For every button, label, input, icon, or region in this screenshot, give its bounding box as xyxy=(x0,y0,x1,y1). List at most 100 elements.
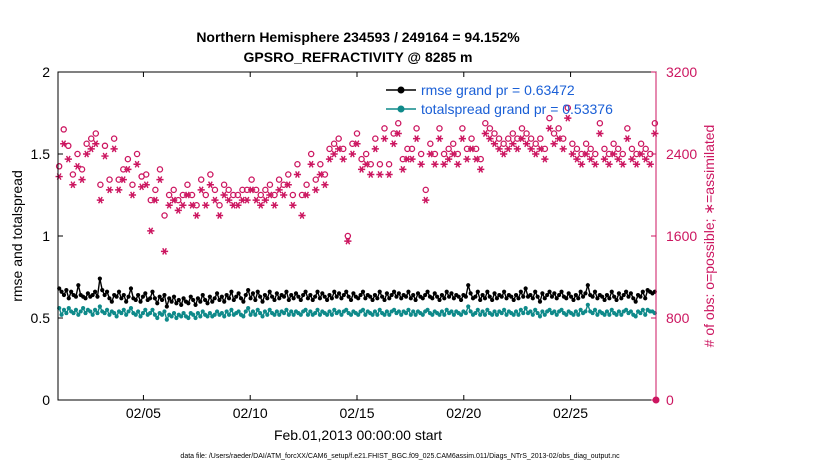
possible-obs-point xyxy=(573,145,581,153)
assimilated-obs-point xyxy=(73,162,82,170)
data-point xyxy=(83,310,88,316)
chart-title-line1: Northern Hemisphere 234593 / 249164 = 94… xyxy=(196,29,520,45)
data-point xyxy=(363,296,368,301)
data-point xyxy=(92,289,98,294)
data-point xyxy=(492,291,497,296)
data-point xyxy=(640,307,645,312)
data-point xyxy=(619,296,624,301)
data-point xyxy=(308,309,313,314)
data-point xyxy=(59,289,64,294)
data-point xyxy=(291,296,296,301)
assimilated-obs-point xyxy=(417,160,425,168)
data-point xyxy=(590,294,595,299)
data-point xyxy=(430,312,435,317)
data-point xyxy=(186,301,191,306)
data-point xyxy=(250,291,256,296)
possible-obs-point xyxy=(582,140,590,147)
assimilated-obs-point xyxy=(289,201,297,209)
data-point xyxy=(162,292,167,298)
data-point xyxy=(109,299,114,304)
data-point xyxy=(360,289,366,294)
data-point xyxy=(348,297,354,303)
possible-obs-point xyxy=(495,135,503,142)
series-line xyxy=(58,278,656,307)
data-point xyxy=(468,291,473,296)
assimilated-obs-point xyxy=(339,155,347,163)
legend-spread-marker xyxy=(397,105,405,113)
series-layer xyxy=(55,104,659,322)
data-point xyxy=(368,294,373,299)
assimilated-obs-point xyxy=(302,191,311,199)
possible-obs-point xyxy=(312,176,320,183)
assimilated-obs-point xyxy=(160,247,169,255)
data-point xyxy=(540,291,545,296)
data-point xyxy=(66,296,71,301)
assimilated-obs-point xyxy=(115,186,123,194)
data-point xyxy=(336,291,342,296)
data-point xyxy=(140,310,146,316)
data-point xyxy=(317,312,323,317)
possible-obs-point xyxy=(445,145,452,153)
assimilated-obs-point xyxy=(211,196,219,204)
assimilated-obs-point xyxy=(642,155,650,163)
data-point xyxy=(236,291,241,296)
data-point xyxy=(403,294,409,299)
data-point xyxy=(274,291,279,296)
possible-obs-point xyxy=(211,186,219,194)
data-point xyxy=(200,309,205,314)
possible-obs-point xyxy=(335,135,342,142)
data-point xyxy=(387,296,392,301)
data-point xyxy=(97,304,102,309)
data-point xyxy=(485,289,490,294)
data-point xyxy=(451,312,456,317)
assimilated-obs-point xyxy=(252,196,260,204)
data-point xyxy=(231,297,236,303)
data-point xyxy=(535,294,540,299)
possible-obs-point xyxy=(69,171,77,178)
data-point xyxy=(329,312,334,317)
x-tick-label: 02/10 xyxy=(233,405,268,421)
data-point xyxy=(346,294,351,299)
assimilated-obs-point xyxy=(651,130,659,137)
series-dot-left xyxy=(57,302,657,322)
assimilated-obs-point xyxy=(522,140,531,148)
data-point xyxy=(198,299,203,304)
data-point xyxy=(181,296,186,301)
y-right-tick-label: 0 xyxy=(666,392,674,408)
data-point xyxy=(159,312,165,317)
data-point xyxy=(229,289,234,294)
assimilated-obs-point xyxy=(183,191,192,199)
data-point xyxy=(643,312,648,317)
data-point xyxy=(78,309,83,314)
data-point xyxy=(356,312,361,317)
assimilated-obs-point xyxy=(344,237,352,245)
data-point xyxy=(463,294,468,299)
assimilated-obs-point xyxy=(325,155,334,163)
data-point xyxy=(475,289,480,294)
data-point xyxy=(124,312,129,317)
assimilated-obs-point xyxy=(270,201,279,209)
assimilated-obs-point xyxy=(536,145,544,153)
data-point xyxy=(444,289,449,294)
data-point xyxy=(136,309,141,314)
assimilated-obs-point xyxy=(458,135,466,143)
possible-obs-point xyxy=(482,120,489,127)
data-point xyxy=(332,307,337,312)
data-point xyxy=(473,310,478,316)
data-point xyxy=(583,291,588,296)
data-point xyxy=(322,294,327,299)
possible-obs-point xyxy=(372,135,379,142)
data-point xyxy=(530,312,535,317)
data-point xyxy=(224,309,229,314)
data-point xyxy=(423,292,428,298)
data-point xyxy=(370,297,375,303)
data-point xyxy=(140,294,146,299)
data-point xyxy=(542,312,547,317)
data-point xyxy=(64,288,69,293)
assimilated-obs-point xyxy=(321,181,329,189)
data-point xyxy=(619,312,624,317)
assimilated-obs-point xyxy=(573,155,581,163)
data-point xyxy=(341,292,346,298)
possible-obs-point xyxy=(285,171,292,178)
data-point xyxy=(604,292,610,298)
